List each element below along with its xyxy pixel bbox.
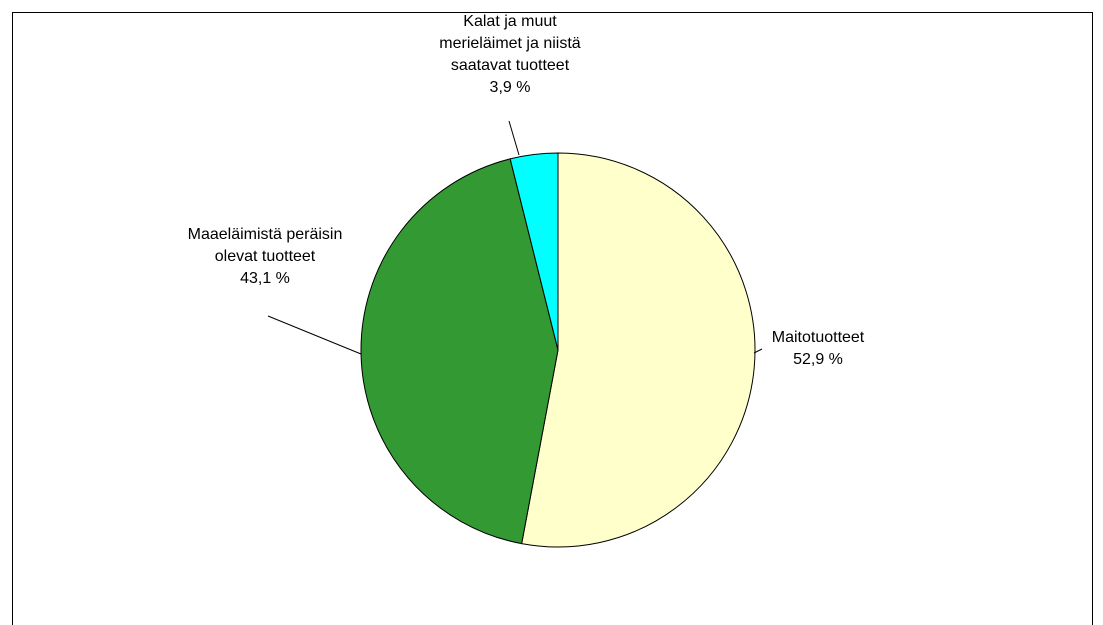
slice-label: Kalat ja muut merieläimet ja niistä saat… bbox=[439, 13, 581, 74]
slice-label: Maaeläimistä peräisin olevat tuotteet bbox=[187, 226, 343, 265]
leader-line bbox=[508, 120, 520, 156]
slice-label: Maitotuotteet bbox=[771, 329, 865, 346]
pie-slice bbox=[509, 152, 559, 351]
leader-line bbox=[753, 348, 763, 354]
pie-slice bbox=[521, 152, 756, 548]
leader-line bbox=[267, 315, 362, 355]
slice-value-label: 52,9 % bbox=[793, 351, 843, 368]
slice-value-label: 3,9 % bbox=[489, 79, 531, 96]
pie-slice bbox=[360, 158, 559, 545]
slice-value-label: 43,1 % bbox=[240, 270, 290, 287]
